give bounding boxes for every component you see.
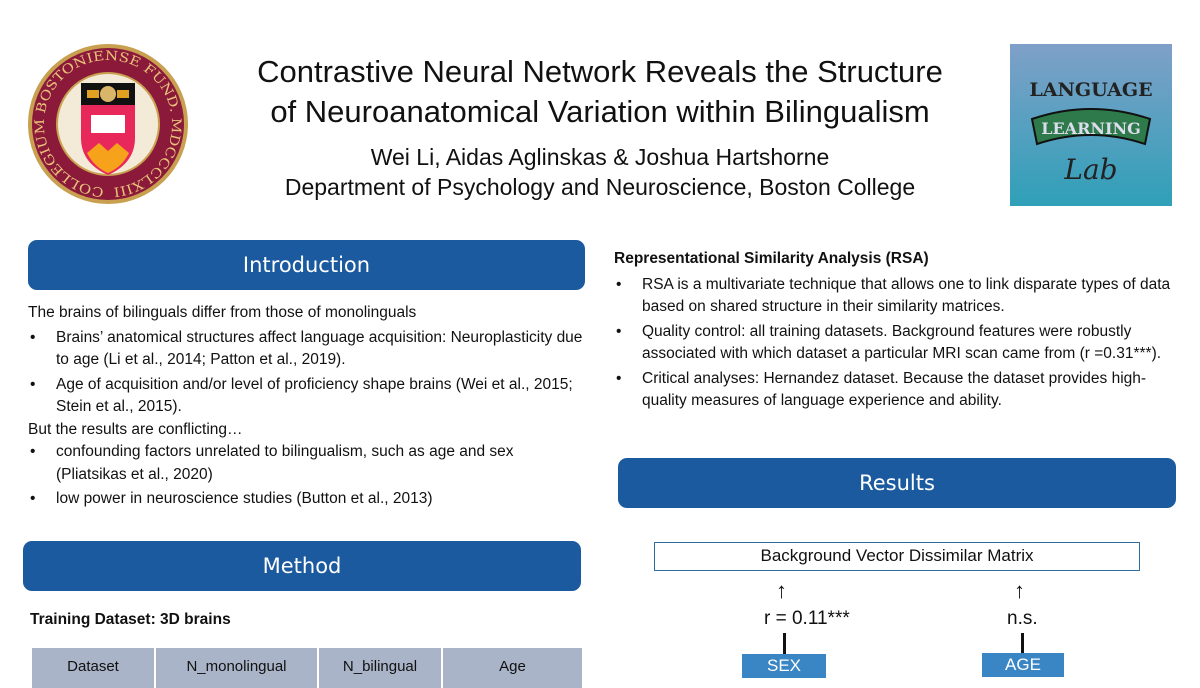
intro-bullet: Brains’ anatomical structures affect lan…	[28, 327, 588, 372]
title-line-2: of Neuroanatomical Variation within Bili…	[270, 94, 930, 129]
author-block: Wei Li, Aidas Aglinskas & Joshua Hartsho…	[200, 142, 1000, 202]
age-connector	[1021, 633, 1024, 654]
affiliation: Department of Psychology and Neuroscienc…	[284, 174, 916, 200]
poster-title: Contrastive Neural Network Reveals the S…	[200, 52, 1000, 132]
table-header: Age	[442, 648, 582, 688]
age-stat: n.s.	[1007, 608, 1038, 629]
sex-connector	[783, 633, 786, 654]
sex-variable-box: SEX	[742, 654, 826, 678]
boston-college-seal-logo: COLLEGIUM BOSTONIENSE FUND. MDCCCLXIII	[27, 43, 189, 205]
authors: Wei Li, Aidas Aglinskas & Joshua Hartsho…	[370, 144, 830, 170]
rsa-bullet: Critical analyses: Hernandez dataset. Be…	[614, 368, 1184, 413]
table-header: N_bilingual	[318, 648, 443, 688]
age-variable-box: AGE	[982, 653, 1064, 677]
svg-text:Lab: Lab	[1063, 153, 1117, 186]
intro-lead: The brains of bilinguals differ from tho…	[28, 304, 417, 321]
training-dataset-heading: Training Dataset: 3D brains	[30, 611, 231, 628]
intro-lead-2: But the results are conflicting…	[28, 420, 243, 438]
table-header: N_monolingual	[155, 648, 319, 688]
title-line-1: Contrastive Neural Network Reveals the S…	[257, 54, 943, 89]
rsa-section: Representational Similarity Analysis (RS…	[614, 248, 1184, 413]
arrow-up-icon: ↑	[1014, 578, 1025, 603]
results-header: Results	[618, 458, 1176, 508]
svg-text:LEARNING: LEARNING	[1041, 119, 1141, 138]
dissimilarity-matrix-box: Background Vector Dissimilar Matrix	[654, 542, 1140, 571]
rsa-heading: Representational Similarity Analysis (RS…	[614, 250, 929, 267]
rsa-bullet: Quality control: all training datasets. …	[614, 321, 1184, 366]
intro-bullet: Age of acquisition and/or level of profi…	[28, 374, 588, 419]
introduction-body: The brains of bilinguals differ from tho…	[28, 302, 588, 511]
introduction-header: Introduction	[28, 240, 585, 290]
rsa-bullet: RSA is a multivariate technique that all…	[614, 274, 1184, 319]
method-header: Method	[23, 541, 581, 591]
table-header: Dataset	[32, 648, 156, 688]
sex-stat: r = 0.11***	[764, 608, 850, 629]
arrow-up-icon: ↑	[776, 578, 787, 603]
svg-text:LANGUAGE: LANGUAGE	[1029, 79, 1152, 101]
intro-bullet: low power in neuroscience studies (Butto…	[28, 488, 588, 511]
dataset-table: Dataset N_monolingual N_bilingual Age	[32, 648, 582, 688]
intro-bullet: confounding factors unrelated to bilingu…	[28, 441, 588, 486]
language-learning-lab-logo: LANGUAGE LEARNING Lab	[1010, 44, 1172, 206]
